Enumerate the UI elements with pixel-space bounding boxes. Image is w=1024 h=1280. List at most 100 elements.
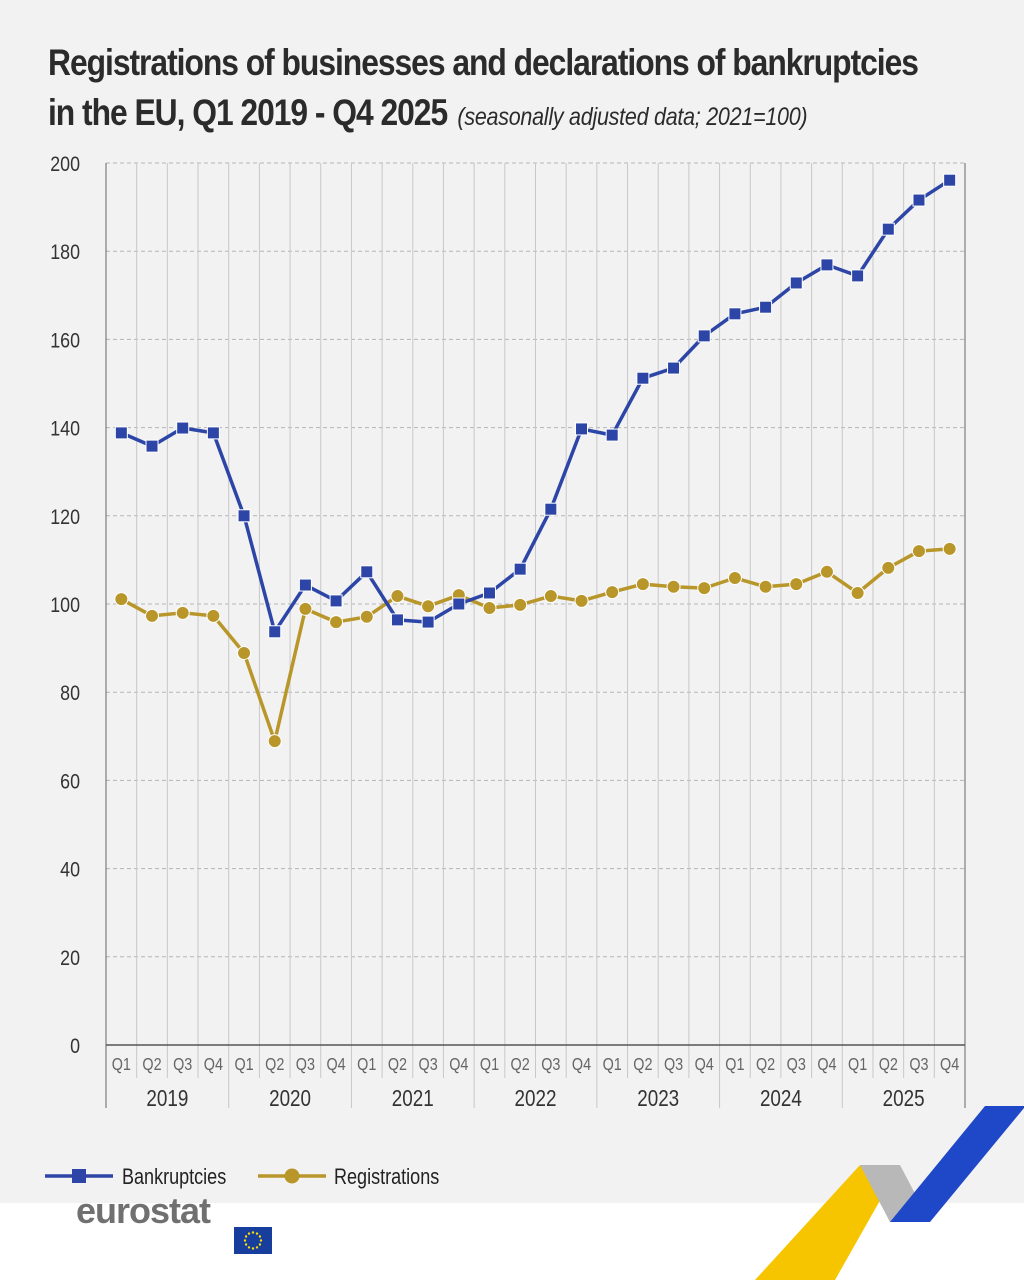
flag-star	[251, 1247, 255, 1250]
x-tick-label-year: 2022	[515, 1086, 557, 1111]
data-point-registrations	[298, 601, 313, 616]
x-tick-label-quarter: Q3	[787, 1055, 806, 1075]
data-point-bankruptcies	[759, 300, 773, 314]
x-tick-label-quarter: Q3	[541, 1055, 560, 1075]
data-point-bankruptcies	[329, 594, 343, 608]
data-point-registrations	[482, 600, 497, 615]
x-tick-label-quarter: Q4	[695, 1055, 714, 1075]
y-tick-label: 140	[50, 417, 80, 441]
data-point-bankruptcies	[268, 625, 282, 639]
y-tick-label: 160	[50, 329, 80, 353]
x-tick-label-quarter: Q1	[112, 1055, 131, 1075]
data-point-bankruptcies	[881, 222, 895, 236]
data-point-registrations	[114, 592, 129, 607]
data-point-registrations	[635, 577, 650, 592]
x-tick-label-quarter: Q1	[234, 1055, 253, 1075]
x-tick-label-quarter: Q2	[756, 1055, 775, 1075]
y-tick-label: 180	[50, 241, 80, 265]
data-point-bankruptcies	[298, 578, 312, 592]
x-tick-label-year: 2025	[883, 1086, 925, 1111]
title-line-1: Registrations of businesses and declarat…	[48, 42, 919, 83]
eu-flag-icon	[234, 1227, 272, 1254]
x-tick-label-quarter: Q1	[603, 1055, 622, 1075]
data-point-bankruptcies	[482, 586, 496, 600]
data-point-bankruptcies	[544, 502, 558, 516]
data-point-bankruptcies	[390, 613, 404, 627]
flag-star	[244, 1235, 248, 1238]
decor-blue-stripe	[890, 1106, 1024, 1222]
x-tick-label-quarter: Q2	[633, 1055, 652, 1075]
x-tick-label-quarter: Q1	[725, 1055, 744, 1075]
series-line-registrations	[120, 547, 950, 743]
x-tick-label-quarter: Q4	[817, 1055, 836, 1075]
data-point-registrations	[513, 597, 528, 612]
data-point-bankruptcies	[114, 426, 128, 440]
x-tick-label-year: 2024	[760, 1086, 802, 1111]
data-point-bankruptcies	[421, 615, 435, 629]
legend-marker-square	[72, 1169, 86, 1183]
data-point-registrations	[789, 577, 804, 592]
y-tick-label: 100	[50, 594, 80, 618]
legend-marker-circle	[284, 1168, 300, 1184]
series-line-bankruptcies	[120, 178, 951, 634]
data-point-bankruptcies	[176, 421, 190, 435]
data-point-registrations	[666, 579, 681, 594]
legend-label: Registrations	[334, 1165, 439, 1189]
data-point-registrations	[850, 585, 865, 600]
data-point-bankruptcies	[237, 509, 251, 523]
data-point-bankruptcies	[145, 439, 159, 453]
data-point-registrations	[697, 581, 712, 596]
data-point-registrations	[145, 608, 160, 623]
data-point-registrations	[727, 570, 742, 585]
data-point-bankruptcies	[851, 269, 865, 283]
flag-star	[247, 1246, 251, 1249]
decor-yellow-stripe	[755, 1165, 900, 1280]
data-point-bankruptcies	[636, 371, 650, 385]
x-tick-label-quarter: Q3	[296, 1055, 315, 1075]
data-point-bankruptcies	[360, 565, 374, 579]
y-tick-label: 40	[60, 858, 80, 882]
x-tick-label-quarter: Q1	[480, 1055, 499, 1075]
data-point-registrations	[421, 599, 436, 614]
x-tick-label-year: 2019	[146, 1086, 188, 1111]
data-point-bankruptcies	[728, 307, 742, 321]
x-tick-label-quarter: Q1	[357, 1055, 376, 1075]
flag-star	[244, 1243, 248, 1246]
flag-star	[258, 1235, 262, 1238]
x-tick-label-quarter: Q2	[265, 1055, 284, 1075]
x-tick-label-quarter: Q2	[388, 1055, 407, 1075]
flag-star	[255, 1232, 259, 1235]
flag-star	[247, 1232, 251, 1235]
data-point-registrations	[911, 544, 926, 559]
chart-subtitle: (seasonally adjusted data; 2021=100)	[457, 103, 808, 131]
data-point-registrations	[819, 564, 834, 579]
data-point-registrations	[359, 609, 374, 624]
x-tick-label-quarter: Q3	[909, 1055, 928, 1075]
data-point-registrations	[206, 608, 221, 623]
x-tick-label-quarter: Q4	[572, 1055, 591, 1075]
y-tick-label: 60	[60, 770, 80, 794]
y-tick-label: 200	[50, 153, 80, 177]
data-point-bankruptcies	[820, 258, 834, 272]
data-point-registrations	[329, 615, 344, 630]
data-point-registrations	[881, 560, 896, 575]
data-point-bankruptcies	[575, 422, 589, 436]
legend: Bankruptcies Registrations	[45, 1165, 439, 1189]
chart-title: Registrations of businesses and declarat…	[48, 38, 1011, 142]
y-tick-label: 120	[50, 505, 80, 529]
data-point-bankruptcies	[605, 428, 619, 442]
x-tick-label-year: 2023	[637, 1086, 679, 1111]
eurostat-logo: eurostat	[76, 1190, 211, 1231]
x-tick-label-quarter: Q2	[879, 1055, 898, 1075]
data-point-bankruptcies	[943, 173, 957, 187]
data-point-bankruptcies	[789, 276, 803, 290]
x-tick-label-quarter: Q4	[326, 1055, 345, 1075]
x-tick-label-quarter: Q1	[848, 1055, 867, 1075]
data-point-registrations	[237, 645, 252, 660]
data-point-bankruptcies	[667, 361, 681, 375]
legend-label: Bankruptcies	[122, 1165, 226, 1189]
x-tick-label-quarter: Q4	[940, 1055, 959, 1075]
x-tick-label-quarter: Q3	[419, 1055, 438, 1075]
x-tick-label-year: 2020	[269, 1086, 311, 1111]
